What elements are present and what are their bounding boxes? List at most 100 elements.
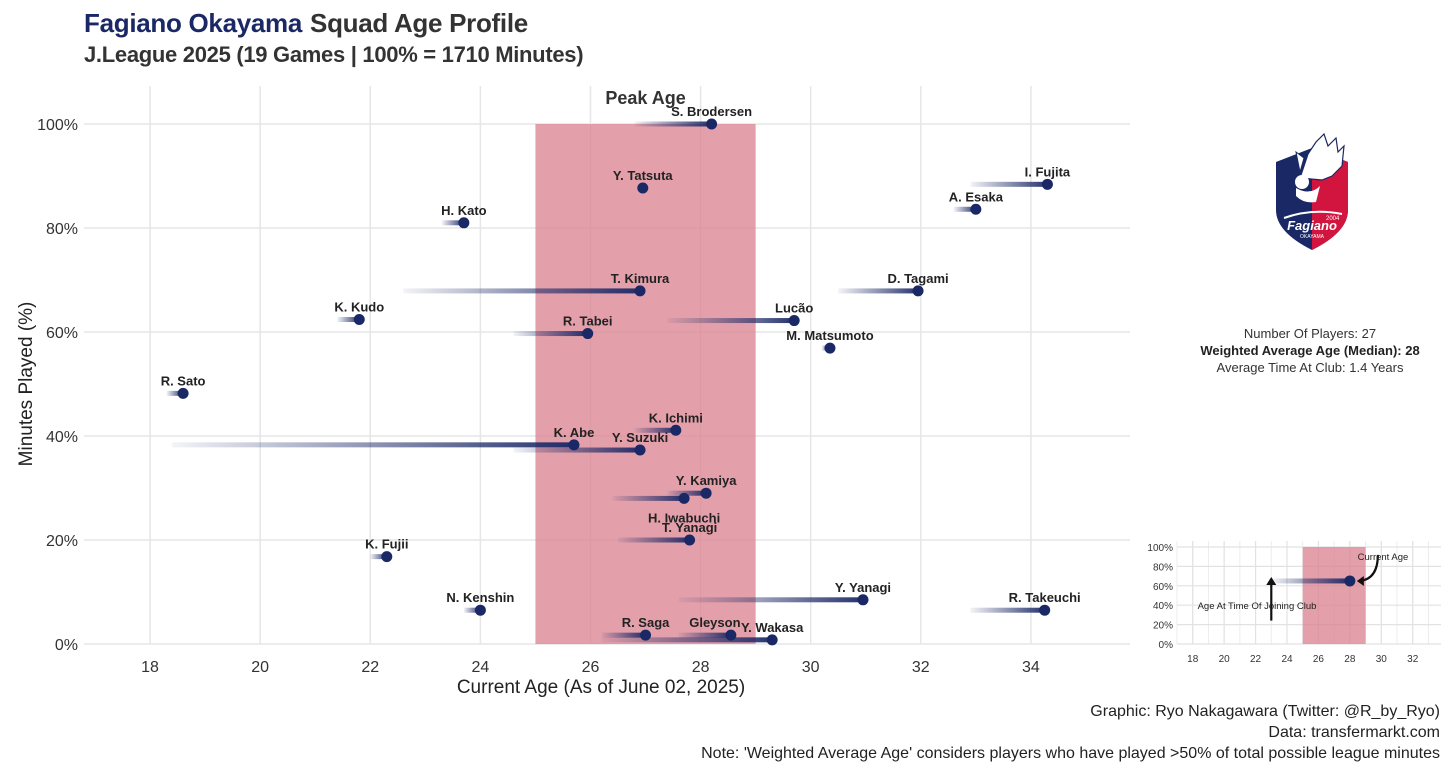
player-point: [912, 285, 924, 297]
player-point: [177, 387, 189, 399]
player-point: [766, 634, 778, 646]
tenure-segment: [513, 447, 641, 453]
y-tick-label: 100%: [37, 117, 78, 134]
tenure-segment: [970, 607, 1045, 613]
x-tick-label: 20: [251, 659, 269, 676]
average-time-at-club: Average Time At Club: 1.4 Years: [1216, 360, 1404, 375]
player-point: [670, 424, 682, 436]
x-tick-label: 34: [1022, 659, 1040, 676]
player-label: S. Brodersen: [671, 104, 752, 119]
current-age-annotation: Current Age: [1358, 552, 1409, 563]
tenure-segment: [612, 495, 685, 501]
title-rest: Squad Age Profile: [310, 8, 528, 38]
main-scatter-chart: 18 20 22 24 26 28 30 32 34 0% 20% 40% 60% 80% 100% Peak…: [16, 86, 1130, 698]
tenure-segment: [441, 220, 464, 226]
player-point: [381, 551, 393, 563]
player-label: K. Fujii: [365, 537, 408, 552]
x-tick-label: 28: [692, 659, 710, 676]
player-point: [725, 629, 737, 641]
player-point: [637, 182, 649, 194]
player-point: [640, 629, 652, 641]
crest-city: OKAYAMA: [1300, 234, 1325, 240]
player-count: Number Of Players: 27: [1243, 326, 1377, 341]
tenure-segment: [513, 331, 588, 337]
player-point: [353, 314, 365, 326]
player-point: [1039, 604, 1051, 616]
x-tick-label: 24: [471, 659, 489, 676]
player-point: [568, 439, 580, 451]
x-tick-label: 26: [582, 659, 600, 676]
player-label: K. Abe: [554, 425, 595, 440]
player-label: N. Kenshin: [446, 590, 514, 605]
tenure-segment: [370, 554, 387, 560]
player-point: [788, 315, 800, 327]
tenure-segment: [601, 632, 646, 638]
x-axis-title: Current Age (As of June 02, 2025): [457, 677, 745, 698]
player-label: R. Takeuchi: [1009, 590, 1081, 605]
player-label: D. Tagami: [887, 271, 948, 286]
peak-age-label: Peak Age: [605, 88, 685, 108]
inset-x-tick-label: 18: [1187, 654, 1199, 665]
player-label: Y. Tatsuta: [613, 168, 673, 183]
player-label: R. Tabei: [563, 314, 613, 329]
inset-x-tick-label: 26: [1313, 654, 1325, 665]
inset-y-tick-label: 80%: [1153, 562, 1173, 573]
crest-shield-icon: 2004 Fagiano OKAYAMA: [1276, 132, 1348, 250]
inset-y-tick-label: 20%: [1153, 621, 1173, 632]
y-tick-label: 60%: [46, 325, 78, 342]
inset-y-tick-label: 60%: [1153, 582, 1173, 593]
tenure-segment: [634, 121, 712, 127]
inset-x-tick-label: 20: [1219, 654, 1231, 665]
player-label: R. Sato: [161, 373, 206, 388]
player-label: K. Kudo: [334, 300, 384, 315]
tenure-segment: [678, 632, 731, 638]
chart-subtitle: J.League 2025 (19 Games | 100% = 1710 Mi…: [84, 42, 584, 67]
tenure-segment: [618, 537, 690, 543]
player-label: I. Fujita: [1025, 164, 1071, 179]
inset-example-segment: [1271, 578, 1350, 584]
inset-x-tick-label: 32: [1407, 654, 1419, 665]
player-point: [706, 118, 718, 130]
tenure-segment: [337, 317, 360, 323]
tenure-segment: [601, 637, 773, 643]
player-label: Gleyson: [689, 615, 740, 630]
x-tick-label: 18: [141, 659, 159, 676]
player-point: [684, 534, 696, 546]
x-tick-label: 32: [912, 659, 930, 676]
player-label: K. Ichimi: [649, 410, 703, 425]
squad-stats: Number Of Players: 27 Weighted Average A…: [1180, 325, 1440, 376]
weighted-average-age: Weighted Average Age (Median): 28: [1200, 343, 1420, 358]
tenure-segment: [667, 490, 707, 496]
player-point: [634, 444, 646, 456]
inset-y-tick-label: 100%: [1147, 543, 1173, 554]
inset-x-tick-label: 28: [1344, 654, 1356, 665]
tenure-segment: [953, 206, 976, 212]
tenure-segment: [667, 318, 795, 324]
peak-age-band: [535, 124, 756, 644]
inset-x-tick-label: 24: [1281, 654, 1293, 665]
player-label: A. Esaka: [949, 189, 1004, 204]
player-label: Y. Yanagi: [835, 580, 891, 595]
y-tick-label: 0%: [55, 637, 78, 654]
player-point: [582, 328, 594, 340]
player-label: T. Kimura: [611, 271, 670, 286]
credit-note: Note: 'Weighted Average Age' considers p…: [701, 745, 1440, 762]
player-label: R. Saga: [622, 615, 670, 630]
player-point: [634, 285, 646, 297]
credit-graphic: Graphic: Ryo Nakagawara (Twitter: @R_by_…: [1090, 703, 1440, 720]
tenure-segment: [678, 597, 863, 603]
player-label: Y. Suzuki: [612, 430, 668, 445]
current-age-arrowhead: [1356, 575, 1364, 586]
inset-example-point: [1344, 575, 1356, 587]
chart-title: Fagiano Okayama Squad Age Profile: [84, 8, 528, 39]
player-point: [700, 487, 712, 499]
y-axis-title: Minutes Played (%): [16, 302, 37, 467]
player-point: [970, 203, 982, 215]
y-tick-label: 20%: [46, 533, 78, 550]
tenure-segment: [970, 181, 1048, 187]
player-point: [824, 342, 836, 354]
tenure-segment: [838, 288, 919, 294]
legend-inset-chart: 18 20 22 24 26 28 30 32 0% 20% 40% 60% 80% 100% Curren…: [1147, 541, 1441, 665]
tenure-segment: [403, 288, 641, 294]
tenure-segment: [172, 442, 574, 448]
